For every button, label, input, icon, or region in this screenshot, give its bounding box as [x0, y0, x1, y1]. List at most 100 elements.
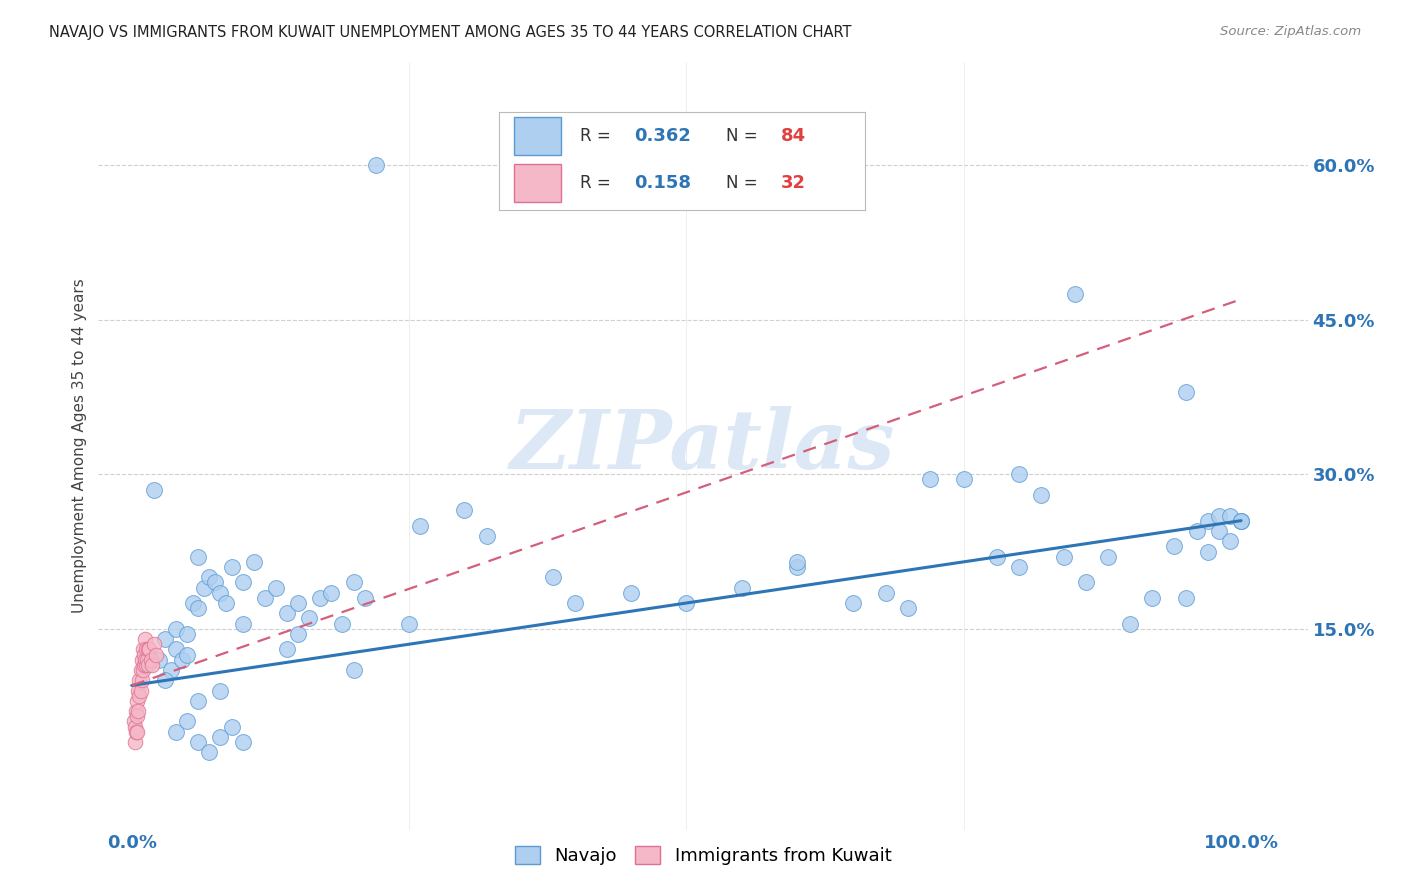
Point: [1074, 575, 1097, 590]
Point: [127, 694, 149, 708]
Y-axis label: Unemployment Among Ages 35 to 44 years: Unemployment Among Ages 35 to 44 years: [72, 278, 87, 614]
Text: Source: ZipAtlas.com: Source: ZipAtlas.com: [1220, 25, 1361, 38]
Point: [675, 596, 697, 610]
Point: [842, 596, 865, 610]
Point: [1052, 549, 1074, 564]
Point: [125, 724, 148, 739]
Point: [139, 653, 162, 667]
Point: [165, 642, 187, 657]
Point: [198, 570, 221, 584]
Point: [215, 596, 238, 610]
Point: [165, 724, 187, 739]
Point: [453, 503, 475, 517]
Point: [731, 581, 754, 595]
Point: [134, 653, 156, 667]
Point: [142, 637, 165, 651]
Point: [136, 653, 159, 667]
Point: [131, 673, 153, 688]
Point: [276, 607, 298, 621]
Point: [1230, 514, 1253, 528]
Text: NAVAJO VS IMMIGRANTS FROM KUWAIT UNEMPLOYMENT AMONG AGES 35 TO 44 YEARS CORRELAT: NAVAJO VS IMMIGRANTS FROM KUWAIT UNEMPLO…: [49, 25, 852, 40]
Point: [129, 663, 152, 677]
Point: [124, 735, 146, 749]
Point: [897, 601, 920, 615]
Point: [209, 683, 232, 698]
Legend: Navajo, Immigrants from Kuwait: Navajo, Immigrants from Kuwait: [506, 837, 900, 874]
Point: [342, 663, 364, 677]
Text: 84: 84: [780, 127, 806, 145]
Point: [232, 616, 254, 631]
Point: [298, 611, 321, 625]
Point: [132, 663, 155, 677]
Point: [321, 585, 343, 599]
Point: [1142, 591, 1164, 605]
Point: [1230, 514, 1253, 528]
Point: [409, 518, 432, 533]
Point: [1031, 488, 1053, 502]
Point: [253, 591, 276, 605]
Point: [1230, 514, 1253, 528]
Text: 0.158: 0.158: [634, 174, 692, 192]
Point: [1163, 540, 1185, 554]
Point: [475, 529, 498, 543]
Point: [176, 648, 198, 662]
Point: [135, 642, 157, 657]
Point: [159, 663, 181, 677]
Point: [209, 730, 232, 744]
Point: [1119, 616, 1142, 631]
Point: [187, 694, 209, 708]
Point: [1174, 384, 1197, 399]
Point: [198, 745, 221, 759]
Point: [332, 616, 354, 631]
Point: [124, 720, 146, 734]
Point: [1219, 534, 1241, 549]
Point: [986, 549, 1008, 564]
Point: [1008, 560, 1031, 574]
Point: [242, 555, 264, 569]
Point: [221, 560, 243, 574]
Point: [287, 596, 309, 610]
Point: [1097, 549, 1119, 564]
FancyBboxPatch shape: [513, 118, 561, 154]
Point: [153, 673, 176, 688]
Point: [342, 575, 364, 590]
Point: [193, 581, 215, 595]
Point: [142, 483, 165, 497]
Point: [131, 653, 153, 667]
Point: [1197, 544, 1219, 558]
Point: [541, 570, 564, 584]
Point: [128, 673, 150, 688]
Point: [1197, 514, 1219, 528]
Text: 32: 32: [780, 174, 806, 192]
Point: [153, 632, 176, 646]
Point: [138, 642, 160, 657]
Text: R =: R =: [579, 127, 616, 145]
Point: [786, 560, 808, 574]
Point: [132, 657, 155, 672]
Point: [920, 473, 942, 487]
Point: [187, 549, 209, 564]
Point: [176, 627, 198, 641]
Point: [786, 555, 808, 569]
Point: [127, 704, 149, 718]
Point: [276, 642, 298, 657]
Point: [127, 709, 149, 723]
Point: [148, 653, 170, 667]
Point: [564, 596, 586, 610]
Point: [620, 585, 643, 599]
Point: [135, 657, 157, 672]
Point: [145, 648, 167, 662]
Point: [1208, 524, 1230, 538]
Point: [125, 704, 148, 718]
Text: R =: R =: [579, 174, 616, 192]
FancyBboxPatch shape: [513, 164, 561, 202]
Point: [132, 648, 155, 662]
Point: [128, 689, 150, 703]
Point: [122, 714, 145, 729]
Point: [398, 616, 420, 631]
Point: [204, 575, 226, 590]
Point: [176, 714, 198, 729]
Point: [138, 642, 160, 657]
Point: [187, 601, 209, 615]
Point: [364, 158, 387, 172]
